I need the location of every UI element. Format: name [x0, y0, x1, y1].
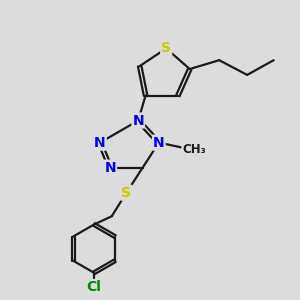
Text: N: N: [104, 161, 116, 175]
Text: S: S: [122, 186, 131, 200]
Text: CH₃: CH₃: [182, 143, 206, 157]
Text: Cl: Cl: [87, 280, 101, 294]
Text: N: N: [94, 136, 106, 150]
Text: N: N: [153, 136, 165, 150]
Text: S: S: [161, 41, 171, 56]
Text: N: N: [132, 114, 144, 128]
